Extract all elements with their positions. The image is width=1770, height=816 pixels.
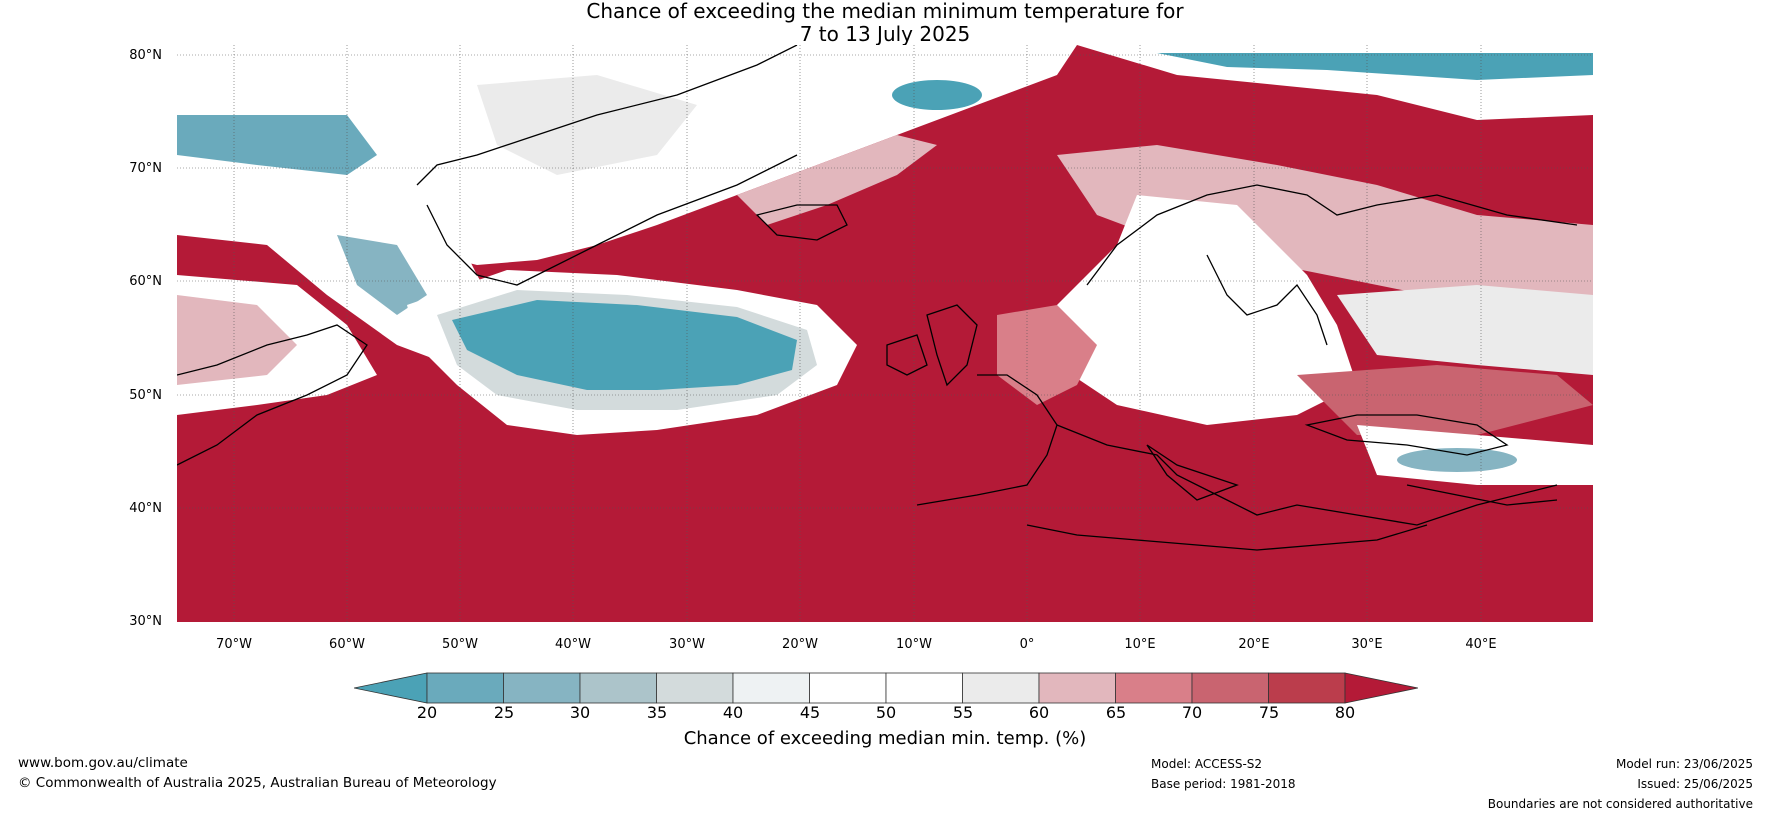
colorbar [354,672,1418,704]
colorbar-segment [809,672,887,704]
colorbar-label: Chance of exceeding median min. temp. (%… [683,728,1087,749]
colorbar-segment [579,672,657,704]
region-arctic-blue-core [1157,53,1593,80]
lon-label-40e: 40°E [1465,637,1497,652]
footer-copyright: © Commonwealth of Australia 2025, Austra… [18,775,497,791]
region-east-europe-white [1337,285,1593,375]
colorbar-segment [885,672,963,704]
map-canvas [177,45,1593,622]
lat-label-60n: 60°N [129,274,162,289]
lon-label-40w: 40°W [555,637,591,652]
lat-label-50n: 50°N [129,388,162,403]
colorbar-tick-45: 45 [799,703,821,722]
region-europe-pink [997,305,1097,405]
region-atlantic-blue [452,300,797,390]
region-labrador-blue [337,235,427,315]
lon-label-10e: 10°E [1124,637,1156,652]
map-title: Chance of exceeding the median minimum t… [0,0,1770,46]
colorbar-tick-60: 60 [1028,703,1050,722]
region-svalbard-blue [892,80,982,110]
footer-disclaimer: Boundaries are not considered authoritat… [1487,797,1753,811]
colorbar-tick-20: 20 [416,703,438,722]
graticule [177,45,1593,622]
lon-label-10w: 10°W [896,637,932,652]
lon-label-20e: 20°E [1238,637,1270,652]
probability-map [177,45,1593,622]
lon-label-30e: 30°E [1351,637,1383,652]
colorbar-tick-80: 80 [1334,703,1356,722]
footer-issued: Issued: 25/06/2025 [1637,777,1753,791]
title-line-2: 7 to 13 July 2025 [799,22,971,46]
region-canada-pink [177,295,297,385]
colorbar-tick-35: 35 [646,703,668,722]
region-europe-white [1037,195,1357,425]
colorbar-segment [426,672,504,704]
colorbar-tick-75: 75 [1258,703,1280,722]
lat-label-80n: 80°N [129,48,162,63]
colorbar-segment [503,672,581,704]
colorbar-segment [962,672,1040,704]
lat-label-30n: 30°N [129,614,162,629]
colorbar-tick-70: 70 [1181,703,1203,722]
colorbar-tick-55: 55 [952,703,974,722]
footer-website: www.bom.gov.au/climate [18,755,188,771]
lon-label-30w: 30°W [669,637,705,652]
footer-model: Model: ACCESS-S2 [1151,757,1263,771]
footer-model-run: Model run: 23/06/2025 [1615,757,1753,771]
lon-label-20w: 20°W [782,637,818,652]
colorbar-segment [1191,672,1269,704]
colorbar-tick-25: 25 [493,703,515,722]
colorbar-segment [1115,672,1193,704]
coastlines [177,45,1578,551]
colorbar-segment [1038,672,1116,704]
colorbar-extend-high [1344,672,1418,704]
region-baffin-blue [177,115,377,175]
lon-label-60w: 60°W [329,637,365,652]
colorbar-segment [656,672,734,704]
colorbar-segment [1268,672,1346,704]
colorbar-segment [732,672,810,704]
region-greenland-grey [477,75,697,175]
title-line-1: Chance of exceeding the median minimum t… [586,0,1184,23]
lon-label-70w: 70°W [216,637,252,652]
colorbar-tick-50: 50 [875,703,897,722]
region-turkey-blue [1397,448,1517,472]
lat-label-40n: 40°N [129,501,162,516]
colorbar-extend-low [354,672,428,704]
colorbar-tick-30: 30 [569,703,591,722]
region-greenland-pink [737,135,937,225]
lon-label-50w: 50°W [442,637,478,652]
colorbar-tick-40: 40 [722,703,744,722]
footer-base-period: Base period: 1981-2018 [1151,777,1296,791]
lat-label-70n: 70°N [129,161,162,176]
region-blacksea-pink [1297,365,1593,435]
region-scandinavia-neutral [1057,145,1593,305]
colorbar-tick-65: 65 [1105,703,1127,722]
lon-label-0: 0° [1019,637,1035,652]
